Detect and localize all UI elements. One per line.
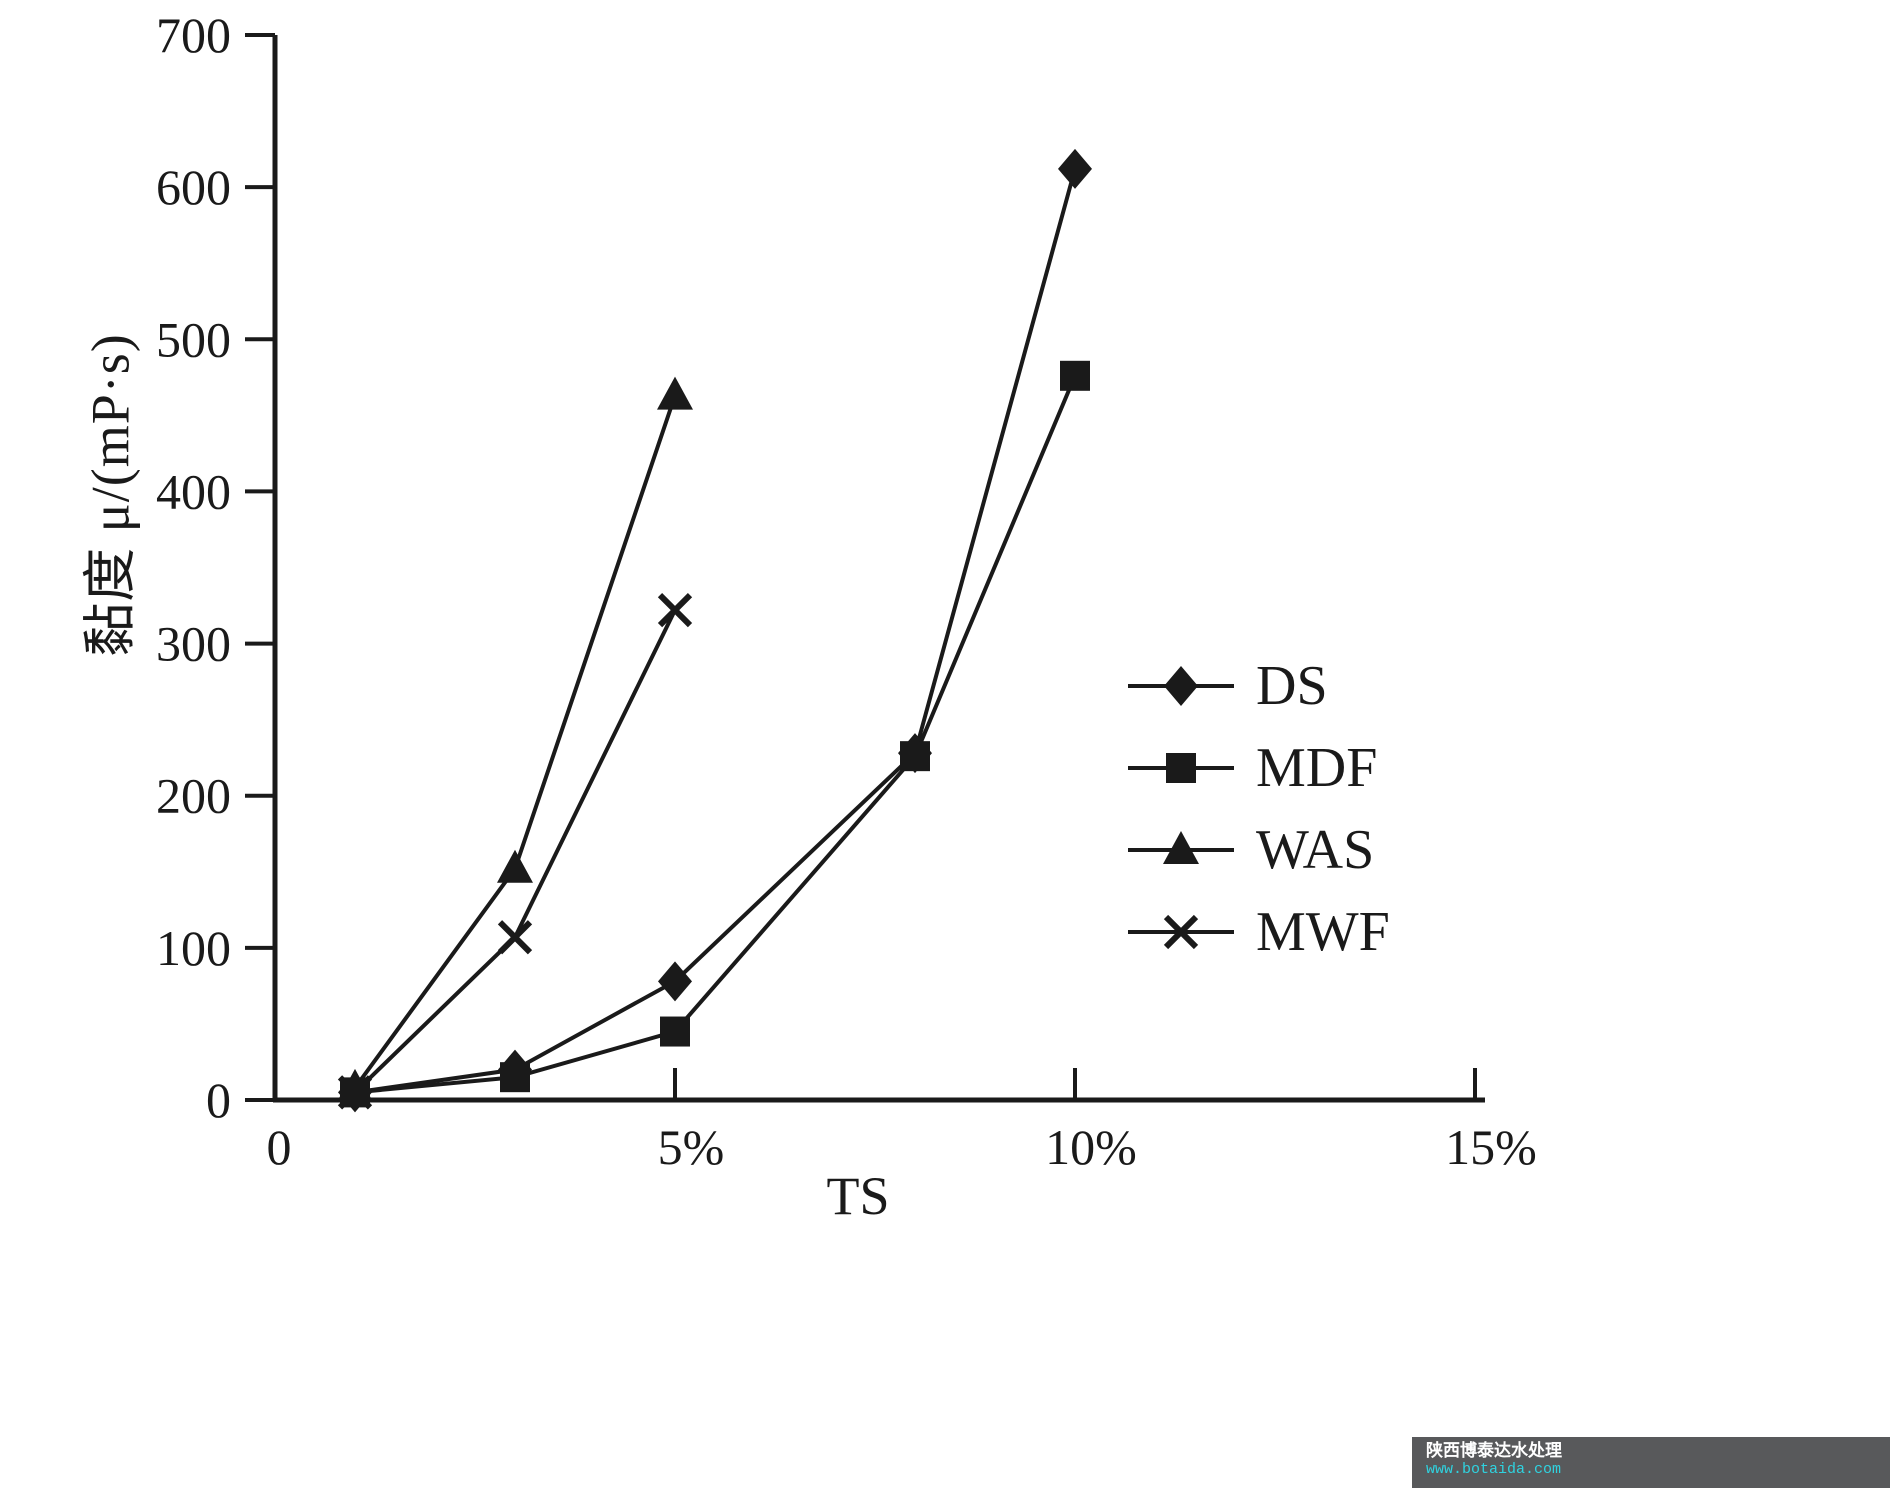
y-axis-title: 黏度 μ/(mP·s) xyxy=(80,333,141,657)
series-MDF-marker xyxy=(500,1062,530,1093)
legend-DS-label: DS xyxy=(1256,655,1328,717)
x-tick-label: 0 xyxy=(267,1119,292,1175)
series-MWF-marker xyxy=(337,1075,373,1110)
legend-DS-marker xyxy=(1164,666,1198,706)
watermark-text: 陕西博泰达水处理 xyxy=(1426,1441,1562,1460)
legend-WAS-label: WAS xyxy=(1256,819,1374,881)
y-tick-label: 600 xyxy=(156,159,231,215)
y-tick-label: 200 xyxy=(156,768,231,824)
x-tick-label: 15% xyxy=(1445,1119,1537,1175)
series-MDF-marker xyxy=(660,1016,690,1047)
series-MDF-marker xyxy=(900,741,930,772)
series-WAS-marker xyxy=(657,376,693,410)
watermark-banner: 陕西博泰达水处理 www.botaida.com xyxy=(1412,1437,1890,1488)
y-tick-label: 400 xyxy=(156,463,231,519)
series-DS-marker xyxy=(658,961,692,1002)
legend-MDF-label: MDF xyxy=(1256,737,1377,799)
legend-MWF-label: MWF xyxy=(1256,901,1390,963)
series-WAS-marker xyxy=(497,849,533,883)
series-WAS-line xyxy=(353,394,677,1090)
x-tick-label: 5% xyxy=(658,1119,725,1175)
series-MWF-marker xyxy=(497,920,533,955)
series-MWF-marker xyxy=(657,592,693,628)
legend-MDF-marker xyxy=(1166,753,1196,783)
y-tick-label: 500 xyxy=(156,311,231,367)
y-tick-label: 100 xyxy=(156,920,231,976)
legend-WAS-marker xyxy=(1163,831,1199,864)
x-tick-label: 10% xyxy=(1045,1119,1137,1175)
legend-MWF-marker xyxy=(1163,914,1199,950)
x-axis-title: TS xyxy=(826,1166,890,1226)
series-MDF-marker xyxy=(1060,360,1090,391)
series-WAS-marker xyxy=(337,1068,373,1102)
series-DS-marker xyxy=(1058,148,1092,189)
y-tick-label: 300 xyxy=(156,616,231,672)
y-tick-label: 700 xyxy=(156,7,231,63)
y-tick-label: 0 xyxy=(206,1072,231,1128)
watermark-url: www.botaida.com xyxy=(1426,1460,1562,1478)
